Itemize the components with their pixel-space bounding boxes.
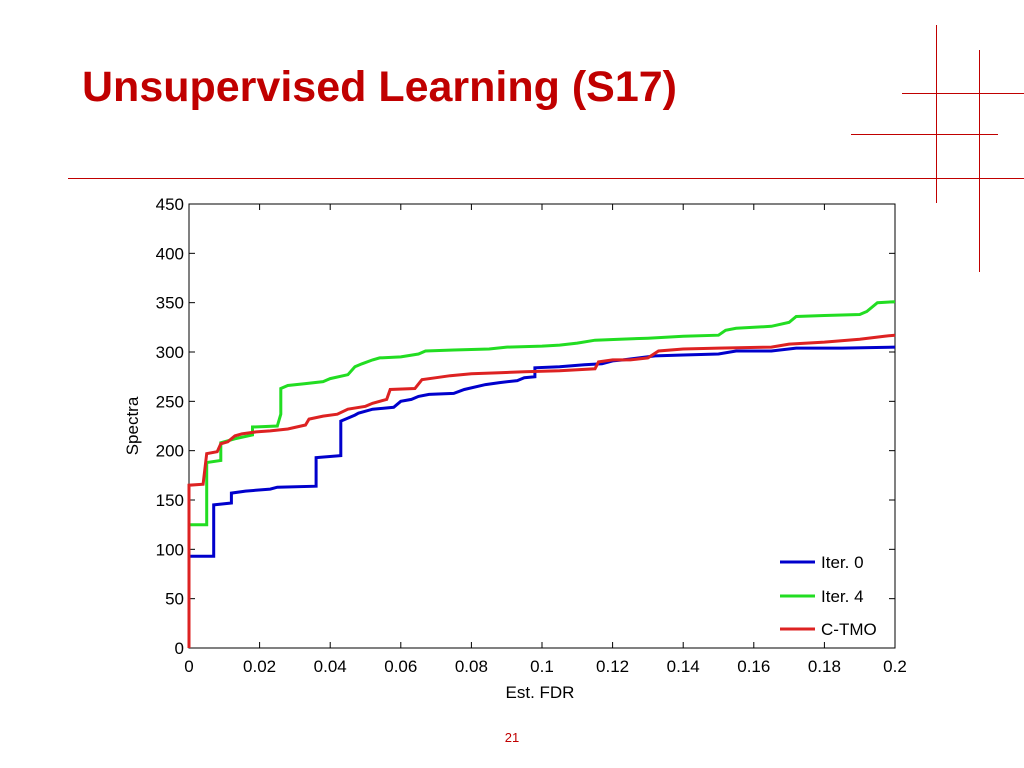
decor-vertical-line-2 [979,50,980,272]
y-tick-label: 0 [175,639,184,658]
chart-axes: 0 0.02 0.04 0.06 0.08 0.1 0.12 0.14 0.16 0.18 0.2 0… [156,195,907,676]
chart-series [187,300,896,648]
y-tick-label: 200 [156,442,184,461]
y-tick-label: 300 [156,343,184,362]
y-axis-label: Spectra [123,396,142,455]
x-tick-label: 0.1 [530,657,554,676]
y-tick-label: 50 [165,590,184,609]
y-tick-label: 250 [156,392,184,411]
x-tick-label: 0 [184,657,193,676]
x-tick-label: 0.12 [596,657,629,676]
x-tick-label: 0.14 [667,657,700,676]
x-tick-label: 0.08 [455,657,488,676]
series-line-c-tmo [187,333,896,648]
series-line-iter-0 [187,345,896,648]
y-tick-label: 100 [156,540,184,559]
legend-label: Iter. 4 [821,587,864,606]
y-tick-label: 400 [156,244,184,263]
slide-title: Unsupervised Learning (S17) [82,63,677,111]
x-tick-label: 0.2 [883,657,907,676]
x-tick-label: 0.06 [384,657,417,676]
decor-horizontal-line-2 [851,134,998,135]
title-underline [68,178,1024,179]
decor-vertical-line-1 [936,25,937,203]
x-tick-label: 0.02 [243,657,276,676]
x-tick-label: 0.18 [808,657,841,676]
series-line-iter-4 [189,300,896,527]
page-number: 21 [504,730,520,745]
y-tick-label: 150 [156,491,184,510]
x-axis-label: Est. FDR [506,683,575,702]
decor-horizontal-line-1 [902,93,1024,94]
legend-label: C-TMO [821,620,877,639]
y-tick-label: 450 [156,195,184,214]
x-tick-label: 0.16 [737,657,770,676]
legend-label: Iter. 0 [821,553,864,572]
x-tick-label: 0.04 [314,657,347,676]
chart-legend: Iter. 0 Iter. 4 C-TMO [780,553,877,639]
y-tick-label: 350 [156,294,184,313]
